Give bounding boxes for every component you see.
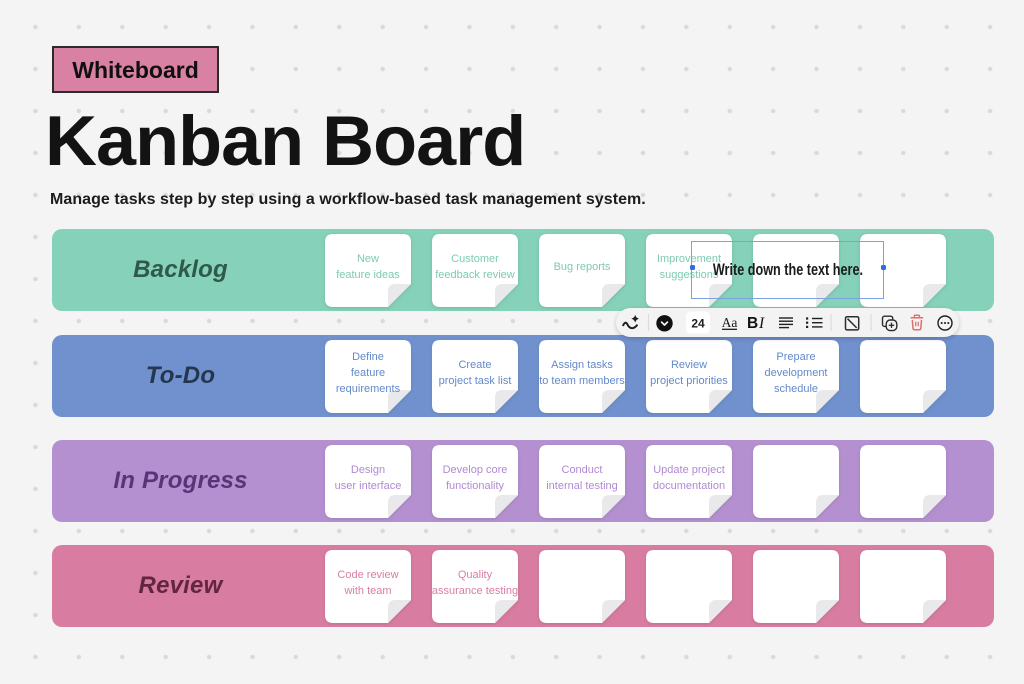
svg-text:Aa: Aa [722, 314, 738, 329]
svg-text:24: 24 [691, 316, 705, 330]
svg-text:B: B [747, 315, 758, 332]
svg-text:I: I [758, 315, 765, 332]
